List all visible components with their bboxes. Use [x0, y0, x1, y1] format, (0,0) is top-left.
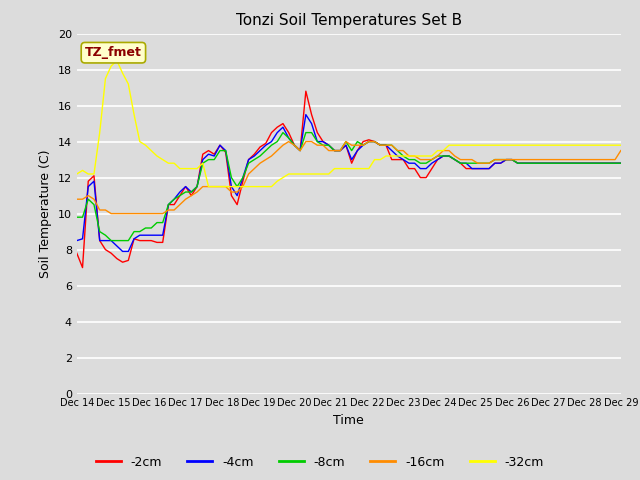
Title: Tonzi Soil Temperatures Set B: Tonzi Soil Temperatures Set B [236, 13, 462, 28]
Text: TZ_fmet: TZ_fmet [85, 46, 142, 59]
Y-axis label: Soil Temperature (C): Soil Temperature (C) [39, 149, 52, 278]
Legend: -2cm, -4cm, -8cm, -16cm, -32cm: -2cm, -4cm, -8cm, -16cm, -32cm [91, 451, 549, 474]
X-axis label: Time: Time [333, 414, 364, 427]
